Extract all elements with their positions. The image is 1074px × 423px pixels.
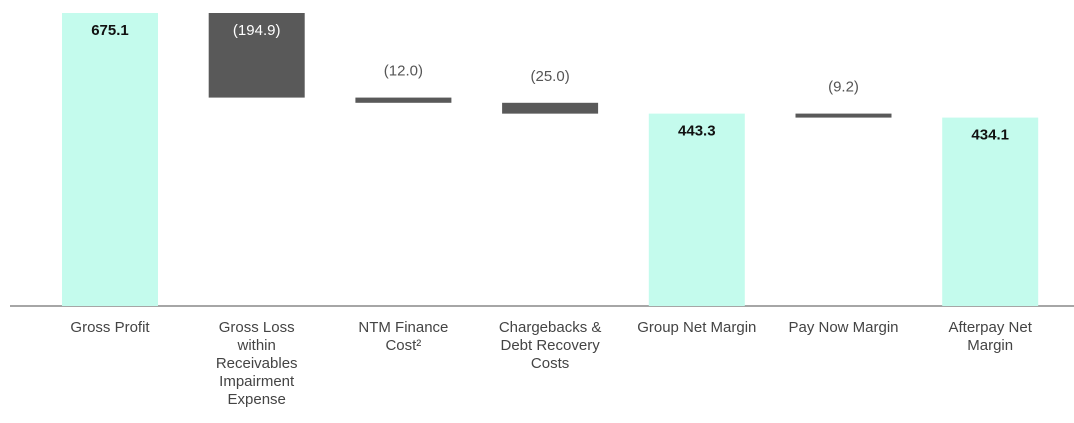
category-label: Chargebacks & Debt Recovery Costs [498,319,602,372]
value-label: (25.0) [531,68,570,85]
bar [62,13,158,306]
bar [942,117,1039,306]
bar [795,113,892,118]
category-label: Gross Profit [70,319,150,336]
bar [648,113,745,306]
value-label: 675.1 [91,22,129,39]
category-label: Gross Loss within Receivables Impairment… [215,319,298,408]
value-label: (194.9) [233,22,281,39]
category-label: Pay Now Margin [788,319,899,336]
value-label: (9.2) [828,79,859,96]
category-label: Group Net Margin [637,319,757,336]
bar [355,97,452,103]
category-label: Afterpay Net Margin [948,319,1032,354]
value-label: 443.3 [678,123,716,140]
value-label: 434.1 [971,127,1009,144]
bar [208,13,305,98]
bar [502,102,599,114]
value-label: (12.0) [384,63,423,80]
category-label: NTM Finance Cost² [358,319,449,354]
